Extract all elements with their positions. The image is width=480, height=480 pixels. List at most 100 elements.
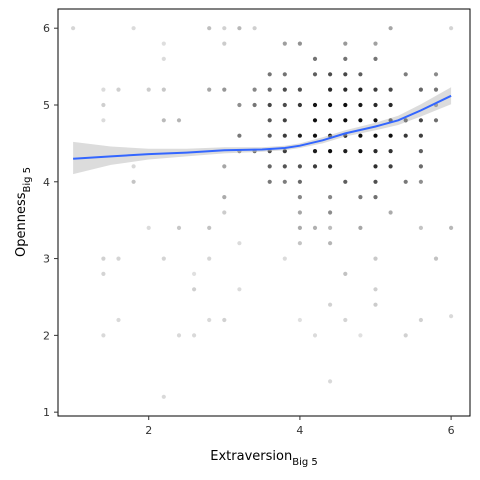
confidence-band [73,87,452,175]
scatter-point [328,87,333,92]
scatter-point [161,87,166,92]
x-axis-title: ExtraversionBig 5 [210,449,317,468]
scatter-point [403,179,408,184]
scatter-point [373,56,378,62]
y-axis-title-subscript: Big 5 [22,167,33,193]
scatter-point [388,26,393,31]
scatter-point [222,210,227,215]
scatter-point [282,133,287,138]
scatter-point [101,271,106,276]
scatter-point [418,179,423,184]
scatter-point [343,56,348,62]
scatter-point [101,118,106,123]
scatter-point [312,164,318,169]
scatter-point [373,256,378,261]
scatter-point [358,195,363,200]
scatter-point [297,164,302,169]
scatter-point [312,118,318,123]
scatter-point [267,164,272,169]
scatter-point [161,256,166,261]
scatter-point [312,133,318,138]
scatter-point [101,102,106,108]
scatter-point [312,72,318,77]
scatter-point [101,333,106,338]
scatter-point [161,118,166,123]
scatter-point [343,271,348,276]
y-tick-label: 6 [43,22,50,35]
scatter-point [373,164,378,169]
scatter-point [358,87,363,92]
scatter-point [358,333,363,338]
scatter-point [343,72,348,77]
scatter-point [297,195,302,200]
scatter-point [297,317,302,323]
y-tick-label: 5 [43,99,50,112]
scatter-point [207,87,212,92]
scatter-point [192,333,197,338]
scatter-point [328,225,333,230]
scatter-point [282,72,287,77]
scatter-point [373,87,378,92]
scatter-point [418,225,423,230]
scatter-point [267,179,272,184]
scatter-point [433,87,439,92]
scatter-point [237,102,242,108]
scatter-point [252,102,257,108]
scatter-point [328,195,333,200]
scatter-point [328,149,333,154]
scatter-point [161,56,166,62]
scatter-point [418,133,423,138]
scatter-point [373,302,378,307]
scatter-point [403,72,408,77]
scatter-point [297,87,302,92]
scatter-point [116,317,121,323]
x-axis-ticks: 2 4 6 [145,416,455,437]
scatter-point [222,317,227,323]
scatter-point [388,164,393,169]
scatter-point [312,149,318,154]
scatter-point [388,102,393,108]
scatter-point [312,333,318,338]
scatter-point [328,210,333,215]
scatter-point [207,256,212,261]
scatter-point [312,225,318,230]
scatter-point [146,225,151,230]
scatter-point [267,87,272,92]
scatter-point [328,379,333,384]
scatter-point [282,118,287,123]
plot-panel-border [57,8,471,417]
scatter-point [267,118,272,123]
scatter-point [358,118,363,123]
scatter-point [176,118,182,123]
scatter-point [146,87,151,92]
scatter-point [343,179,348,184]
scatter-point [343,118,348,123]
scatter-point [388,87,393,92]
scatter-point [131,164,136,169]
scatter-point [161,41,166,46]
scatter-point [297,225,302,230]
smooth-line [73,94,452,160]
scatter-point [237,26,242,31]
scatter-point [358,225,363,230]
scatter-point [252,26,257,31]
scatter-point [116,87,121,92]
scatter-point [403,333,408,338]
scatter-point [449,26,454,31]
scatter-point [328,302,333,307]
scatter-point [373,179,378,184]
scatter-point [358,133,363,138]
scatter-point [343,102,348,108]
scatter-point [358,102,363,108]
scatter-points [71,26,454,399]
scatter-point [403,133,408,138]
y-axis-title-main: Openness [14,192,29,257]
scatter-point [71,26,76,31]
scatter-point [449,225,454,230]
y-tick-label: 2 [43,329,50,342]
scatter-point [131,179,136,184]
scatter-point [282,41,287,46]
scatter-point [237,241,242,246]
scatter-point [433,118,439,123]
